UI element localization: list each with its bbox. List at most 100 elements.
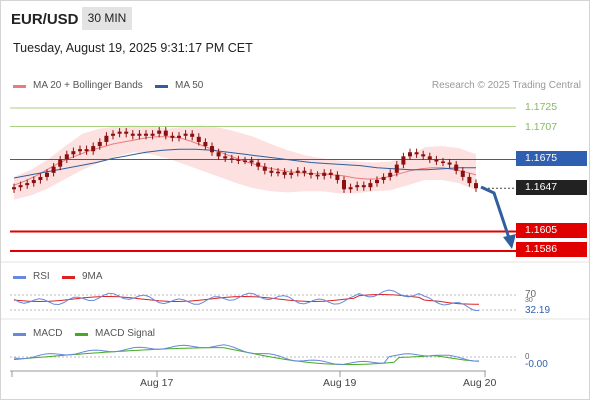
candle (236, 159, 241, 161)
macd-signal-legend-label: MACD Signal (95, 328, 156, 339)
candle (163, 130, 168, 136)
candle (130, 133, 135, 136)
candle (295, 170, 300, 173)
candle (262, 166, 267, 171)
candle (427, 156, 432, 160)
ma50-legend-label: MA 50 (175, 80, 204, 91)
candle (434, 159, 439, 162)
candle (302, 170, 307, 173)
candle (335, 174, 340, 181)
candle (18, 185, 23, 188)
candle (58, 159, 63, 167)
timestamp: Tuesday, August 19, 2025 9:31:17 PM CET (13, 41, 253, 55)
candle (31, 180, 36, 184)
last-price-tag: 1.1647 (516, 180, 587, 195)
candle (322, 172, 327, 176)
candle (467, 176, 472, 184)
forecast-arrow (480, 185, 511, 239)
candle (124, 131, 129, 134)
candle (97, 141, 102, 147)
rsi-value-label: 32.19 (525, 305, 551, 316)
candle (282, 171, 287, 175)
candle (64, 154, 69, 160)
candle (183, 133, 188, 136)
macd-legend-label: MACD (33, 328, 63, 339)
candle (51, 166, 56, 173)
candle (157, 130, 162, 134)
candle (104, 135, 109, 142)
candle (276, 171, 280, 174)
candle (388, 172, 393, 177)
candle (12, 187, 16, 190)
candle (454, 164, 459, 171)
rsi-legend-swatch (13, 276, 26, 279)
pivot-level-tag: 1.1675 (516, 151, 587, 166)
candle (315, 174, 320, 177)
candle (210, 146, 214, 153)
candle (91, 146, 96, 152)
candle (328, 172, 333, 175)
rsi-ma-line (13, 294, 480, 305)
candle (117, 131, 122, 134)
macd-signal-line (13, 347, 480, 366)
candle (375, 180, 379, 184)
x-tick-label: Aug 17 (140, 377, 174, 389)
candle (229, 158, 234, 160)
support-2-tag: 1.1586 (516, 242, 587, 257)
candle (78, 149, 82, 152)
candle (441, 161, 445, 163)
ma50-line (13, 148, 476, 179)
rsi-legend-label: RSI (33, 271, 50, 282)
candle (249, 160, 254, 163)
macd-zero-label: 0 (525, 352, 530, 361)
macd-legend-swatch (13, 333, 26, 336)
x-tick-label: Aug 20 (463, 377, 497, 389)
timeframe-button[interactable]: 30 MIN (82, 7, 132, 30)
candle (216, 152, 221, 157)
support-1-tag: 1.1605 (516, 223, 587, 238)
candle (150, 133, 155, 136)
candle (84, 149, 89, 152)
research-credit: Research © 2025 Trading Central (431, 80, 581, 91)
candle (71, 151, 76, 155)
candle (111, 133, 115, 136)
candle (394, 164, 399, 173)
candle (361, 185, 366, 188)
candle (414, 152, 419, 155)
candle (137, 133, 142, 136)
candle (342, 180, 346, 190)
x-tick-label: Aug 19 (323, 377, 357, 389)
macd-signal-legend-swatch (75, 333, 88, 336)
candle (45, 172, 49, 177)
resistance-2-label: 1.1725 (525, 101, 558, 113)
candle (243, 160, 247, 162)
candle (289, 172, 294, 175)
rsi-ma-legend-swatch (62, 276, 75, 279)
candle (401, 156, 406, 165)
candle (309, 172, 313, 175)
candle (447, 162, 452, 165)
candle (38, 176, 43, 181)
candle (474, 183, 478, 189)
ma20-legend-swatch (13, 85, 26, 88)
candle (170, 135, 175, 138)
candle (196, 136, 201, 142)
rsi-ma-legend-label: 9MA (82, 271, 103, 282)
candle (269, 170, 274, 173)
candle (256, 162, 261, 167)
candle (25, 183, 30, 186)
forecast-arrow-head (503, 234, 516, 249)
rsi-level-70: 70 (525, 289, 537, 300)
rsi-line (13, 289, 480, 312)
resistance-1-label: 1.1707 (525, 121, 558, 133)
candle (223, 156, 228, 159)
ma20-legend-label: MA 20 + Bollinger Bands (33, 80, 143, 91)
candle (355, 185, 360, 188)
candle (381, 176, 386, 181)
candle (421, 154, 426, 157)
candle (460, 170, 465, 177)
candle (408, 152, 412, 157)
macd-value-label: -0.00 (525, 359, 548, 370)
